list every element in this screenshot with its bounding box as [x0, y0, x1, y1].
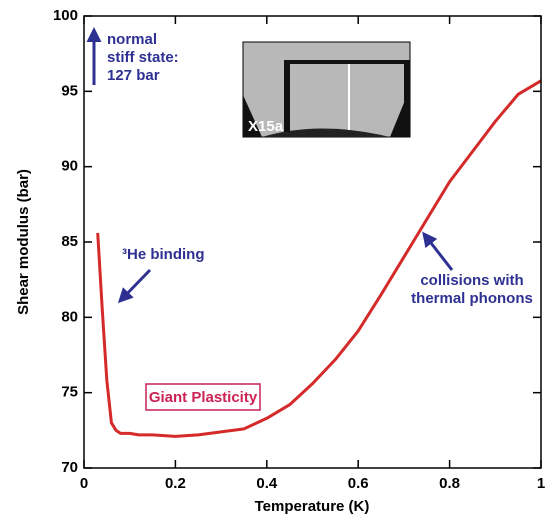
data-line: [96, 79, 542, 438]
y-tick-label: 100: [53, 7, 78, 24]
y-tick-label: 95: [61, 82, 78, 99]
annotation-box: [145, 383, 261, 411]
y-axis-label: Shear modulus (bar): [15, 169, 32, 315]
annotation: 127 bar: [107, 67, 160, 84]
arrow: [422, 231, 454, 271]
x-tick-label: 0: [80, 475, 88, 492]
plot-frame: [83, 15, 542, 469]
y-tick-label: 90: [61, 158, 78, 175]
x-tick-label: 0.2: [165, 475, 186, 492]
x-tick-label: 0.8: [439, 475, 460, 492]
x-axis-label: Temperature (K): [255, 498, 370, 515]
y-tick-label: 80: [61, 308, 78, 325]
annotation: thermal phonons: [411, 290, 533, 307]
y-tick-label: 70: [61, 459, 78, 476]
inset-image: X15a: [242, 41, 411, 138]
annotation: Giant Plasticity: [149, 389, 258, 406]
y-tick-label: 85: [61, 233, 78, 250]
x-tick-label: 1: [537, 475, 545, 492]
annotation: normal: [107, 31, 157, 48]
x-tick-label: 0.6: [348, 475, 369, 492]
inset-label: X15a: [248, 118, 284, 135]
y-tick-label: 75: [61, 384, 78, 401]
x-tick-label: 0.4: [256, 475, 278, 492]
annotation: collisions with: [420, 272, 523, 289]
annotation: ³He binding: [122, 246, 205, 263]
annotation: stiff state:: [107, 49, 179, 66]
arrow: [117, 268, 152, 304]
